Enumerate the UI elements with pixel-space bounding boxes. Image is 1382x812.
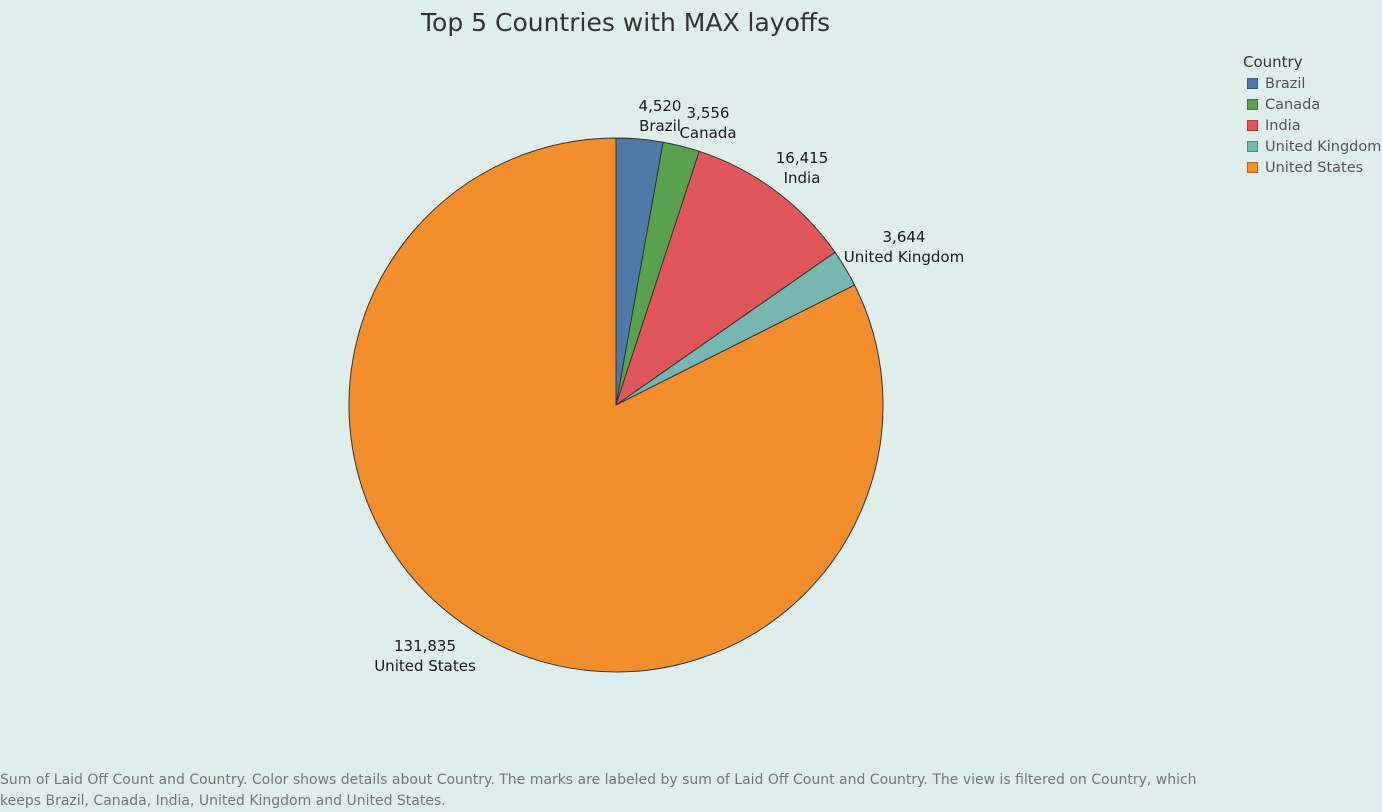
legend: Country Brazil Canada India United Kingdom U…: [1243, 53, 1381, 178]
chart-caption: Sum of Laid Off Count and Country. Color…: [0, 772, 1197, 809]
data-label-value-united-states: 131,835: [394, 637, 456, 655]
data-label-category-canada: Canada: [679, 124, 736, 142]
legend-label: Brazil: [1265, 75, 1306, 92]
legend-title: Country: [1243, 53, 1303, 71]
data-label-value-brazil: 4,520: [639, 97, 682, 115]
data-label-category-united-kingdom: United Kingdom: [844, 248, 964, 266]
data-label-category-united-states: United States: [374, 657, 476, 675]
legend-item-india[interactable]: India: [1243, 115, 1381, 136]
legend-swatch: [1247, 78, 1258, 89]
legend-items: Brazil Canada India United Kingdom United St…: [1243, 73, 1381, 178]
legend-item-canada[interactable]: Canada: [1243, 94, 1381, 115]
pie-slice-india[interactable]: [615, 150, 836, 407]
legend-swatch: [1247, 141, 1258, 152]
legend-label: United Kingdom: [1265, 138, 1382, 155]
legend-swatch: [1247, 120, 1258, 131]
legend-item-united-kingdom[interactable]: United Kingdom: [1243, 136, 1381, 157]
data-label-category-india: India: [784, 169, 821, 187]
data-label-value-united-kingdom: 3,644: [883, 228, 926, 246]
legend-item-united-states[interactable]: United States: [1243, 157, 1381, 178]
legend-swatch: [1247, 162, 1258, 173]
chart-title: Top 5 Countries with MAX layoffs: [421, 8, 831, 37]
legend-label: Canada: [1265, 96, 1321, 113]
data-label-value-india: 16,415: [776, 149, 829, 167]
pie-slice-united-states[interactable]: [348, 137, 884, 673]
data-label-category-brazil: Brazil: [639, 117, 681, 135]
legend-label: India: [1265, 117, 1301, 134]
legend-swatch: [1247, 99, 1258, 110]
legend-item-brazil[interactable]: Brazil: [1243, 73, 1381, 94]
data-label-value-canada: 3,556: [687, 104, 730, 122]
legend-label: United States: [1265, 159, 1364, 176]
